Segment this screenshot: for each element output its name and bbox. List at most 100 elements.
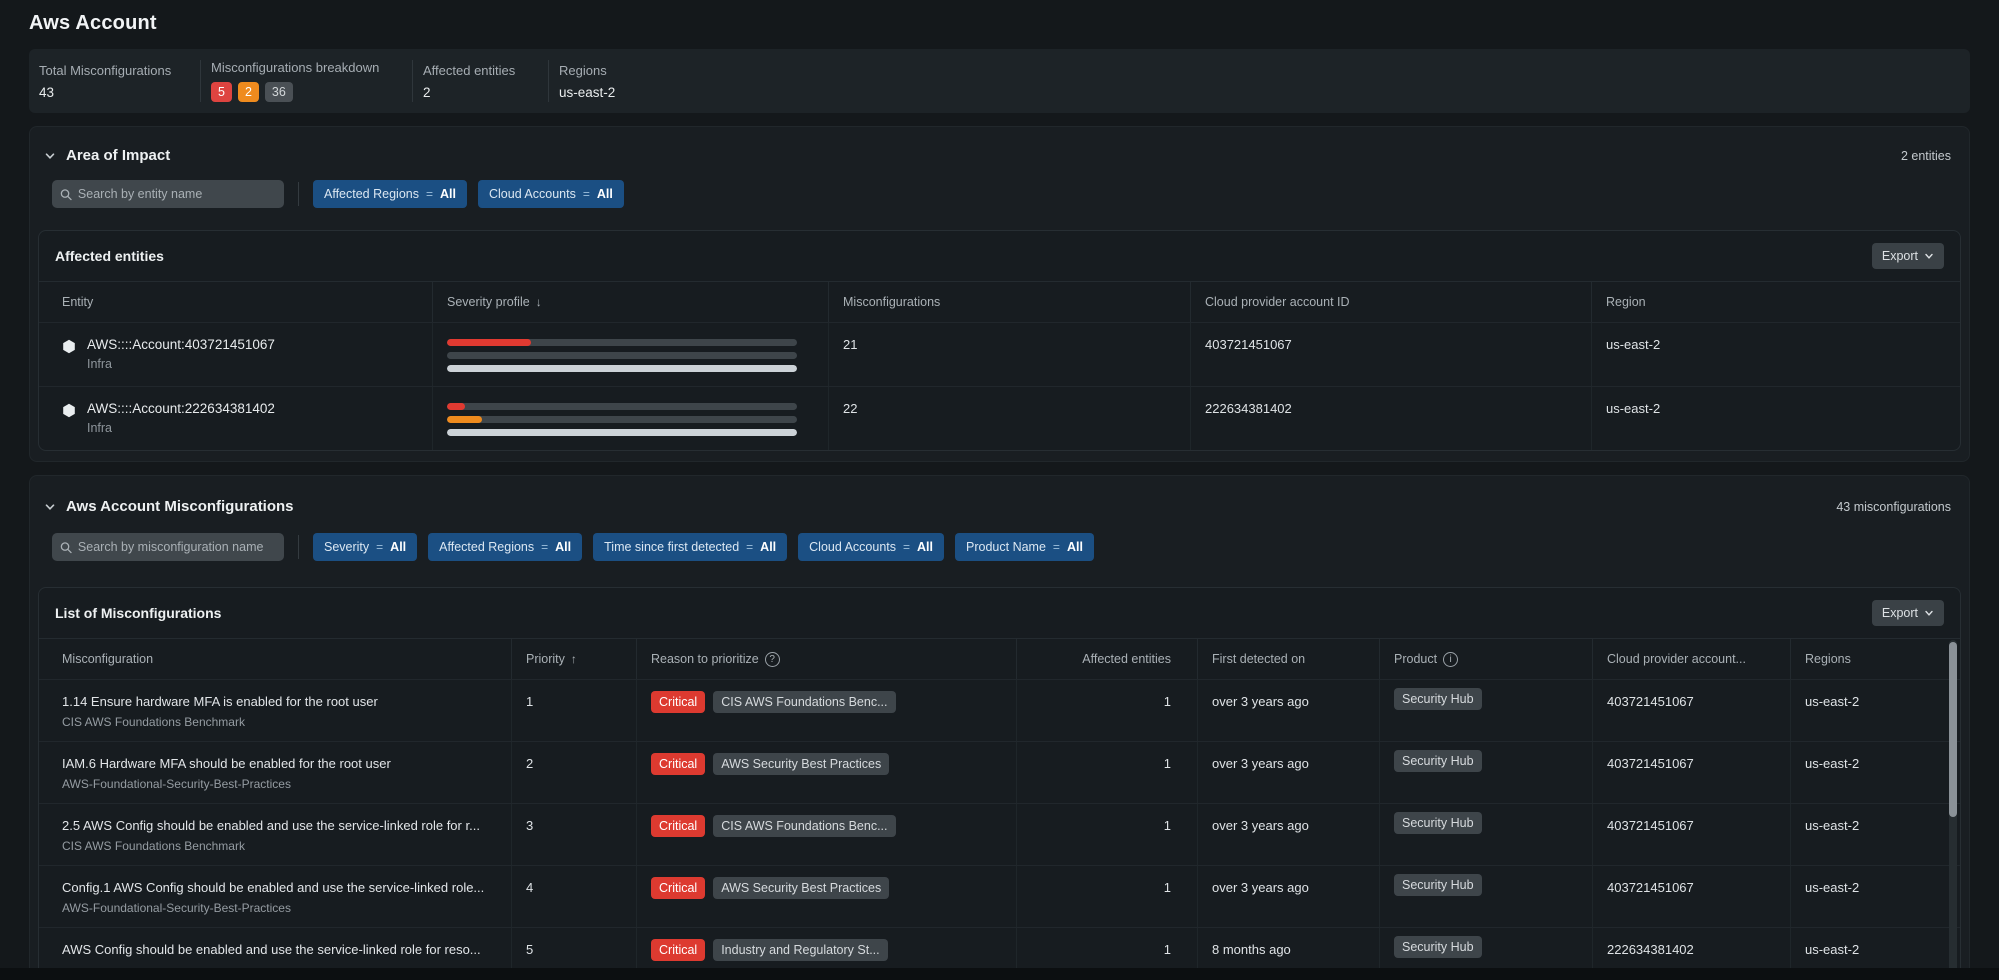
vertical-scrollbar-track bbox=[1949, 640, 1957, 980]
misconfiguration-row[interactable]: 2.5 AWS Config should be enabled and use… bbox=[39, 803, 1960, 865]
aws-account-icon bbox=[62, 339, 76, 357]
affected-entities-card-header: Affected entities Export bbox=[39, 231, 1960, 281]
framework-name: CIS AWS Foundations Benchmark bbox=[62, 715, 497, 729]
entity-cell: AWS::::Account:403721451067 Infra bbox=[39, 323, 432, 386]
entity-type: Infra bbox=[87, 357, 275, 371]
vertical-scrollbar-thumb[interactable] bbox=[1949, 642, 1957, 817]
first-detected-on: over 3 years ago bbox=[1197, 866, 1379, 927]
col-product[interactable]: Producti bbox=[1379, 639, 1592, 679]
filter-name: Cloud Accounts bbox=[809, 540, 896, 554]
product-cell: Security Hub bbox=[1379, 742, 1592, 803]
col-region[interactable]: Region bbox=[1591, 282, 1960, 322]
filter-operator: = bbox=[583, 187, 590, 201]
collapse-section-button[interactable] bbox=[42, 499, 58, 515]
cloud-provider-account-id: 403721451067 bbox=[1592, 742, 1790, 803]
help-icon[interactable]: ? bbox=[765, 652, 780, 667]
filter-pill[interactable]: Cloud Accounts = All bbox=[478, 180, 624, 208]
high-count-badge: 2 bbox=[238, 82, 259, 103]
col-reason-to-prioritize[interactable]: Reason to prioritize? bbox=[636, 639, 1016, 679]
product-cell: Security Hub bbox=[1379, 680, 1592, 741]
misconfiguration-row[interactable]: 1.14 Ensure hardware MFA is enabled for … bbox=[39, 679, 1960, 741]
filter-pills: Severity = All Affected Regions = All Ti… bbox=[313, 533, 1094, 561]
product-badge: Security Hub bbox=[1394, 688, 1482, 710]
filter-pill[interactable]: Cloud Accounts = All bbox=[798, 533, 944, 561]
entity-cell: AWS::::Account:222634381402 Infra bbox=[39, 387, 432, 450]
misconfiguration-name: AWS Config should be enabled and use the… bbox=[62, 942, 497, 957]
reason-badge: CIS AWS Foundations Benc... bbox=[713, 691, 895, 713]
affected-entities-count: 1 bbox=[1016, 866, 1197, 927]
other-count-badge: 36 bbox=[265, 82, 293, 103]
col-severity-profile[interactable]: Severity profile↓ bbox=[432, 282, 828, 322]
section-title: Aws Account Misconfigurations bbox=[66, 498, 294, 515]
col-misconfiguration[interactable]: Misconfiguration bbox=[39, 639, 511, 679]
search-icon bbox=[60, 188, 72, 201]
col-cloud-provider-account-id[interactable]: Cloud provider account ID bbox=[1190, 282, 1591, 322]
affected-entities-count: 1 bbox=[1016, 804, 1197, 865]
entity-name: AWS::::Account:403721451067 bbox=[87, 337, 275, 352]
misconfiguration-row[interactable]: IAM.6 Hardware MFA should be enabled for… bbox=[39, 741, 1960, 803]
filter-operator: = bbox=[376, 540, 383, 554]
affected-entities-table-body: AWS::::Account:403721451067 Infra 21 403… bbox=[39, 322, 1960, 450]
info-icon[interactable]: i bbox=[1443, 652, 1458, 667]
export-button[interactable]: Export bbox=[1872, 600, 1944, 626]
severity-bar-track bbox=[447, 365, 797, 372]
section-title: Area of Impact bbox=[66, 147, 170, 164]
first-detected-on: over 3 years ago bbox=[1197, 680, 1379, 741]
framework-name: AWS-Foundational-Security-Best-Practices bbox=[62, 777, 497, 791]
area-of-impact-filter-row: Affected Regions = All Cloud Accounts = … bbox=[38, 180, 1961, 208]
entity-search-input[interactable] bbox=[78, 187, 276, 201]
col-entity[interactable]: Entity bbox=[39, 282, 432, 322]
reason-cell: Critical AWS Security Best Practices bbox=[636, 742, 1016, 803]
chevron-down-icon bbox=[1924, 608, 1934, 618]
col-misconfigurations[interactable]: Misconfigurations bbox=[828, 282, 1190, 322]
card-title: Affected entities bbox=[55, 248, 164, 264]
col-priority[interactable]: Priority↑ bbox=[511, 639, 636, 679]
critical-count-badge: 5 bbox=[211, 82, 232, 103]
priority: 4 bbox=[511, 866, 636, 927]
filter-pill[interactable]: Severity = All bbox=[313, 533, 417, 561]
misconfiguration-row[interactable]: Config.1 AWS Config should be enabled an… bbox=[39, 865, 1960, 927]
filter-operator: = bbox=[903, 540, 910, 554]
divider bbox=[298, 535, 299, 559]
severity-bar-track bbox=[447, 429, 797, 436]
filter-pill[interactable]: Affected Regions = All bbox=[313, 180, 467, 208]
affected-entities-card: Affected entities Export Entity Severity… bbox=[38, 230, 1961, 451]
misconfiguration-name: IAM.6 Hardware MFA should be enabled for… bbox=[62, 756, 497, 771]
filter-pill[interactable]: Time since first detected = All bbox=[593, 533, 787, 561]
stat-label: Misconfigurations breakdown bbox=[211, 60, 412, 75]
severity-bar-fill bbox=[447, 416, 482, 423]
filter-pill[interactable]: Affected Regions = All bbox=[428, 533, 582, 561]
misconfiguration-name: Config.1 AWS Config should be enabled an… bbox=[62, 880, 497, 895]
first-detected-on: over 3 years ago bbox=[1197, 804, 1379, 865]
severity-bar-fill bbox=[447, 339, 531, 346]
cloud-provider-account-id: 222634381402 bbox=[1190, 387, 1591, 450]
export-button[interactable]: Export bbox=[1872, 243, 1944, 269]
framework-name: CIS AWS Foundations Benchmark bbox=[62, 839, 497, 853]
affected-entity-row[interactable]: AWS::::Account:403721451067 Infra 21 403… bbox=[39, 322, 1960, 386]
collapse-section-button[interactable] bbox=[42, 148, 58, 164]
severity-bar-fill bbox=[447, 403, 465, 410]
filter-name: Affected Regions bbox=[439, 540, 534, 554]
col-affected-entities[interactable]: Affected entities bbox=[1016, 639, 1197, 679]
filter-pill[interactable]: Product Name = All bbox=[955, 533, 1094, 561]
misconfigurations-panel: Aws Account Misconfigurations 43 misconf… bbox=[29, 475, 1970, 980]
misconfigurations-count-label: 43 misconfigurations bbox=[1836, 500, 1951, 514]
col-regions[interactable]: Regions bbox=[1790, 639, 1960, 679]
stat-total-misconfigurations: Total Misconfigurations 43 bbox=[29, 49, 200, 113]
severity-bar-fill bbox=[447, 365, 797, 372]
filter-operator: = bbox=[746, 540, 753, 554]
severity-bar-track bbox=[447, 339, 797, 346]
severity-bar-track bbox=[447, 352, 797, 359]
reason-badge: CIS AWS Foundations Benc... bbox=[713, 815, 895, 837]
product-cell: Security Hub bbox=[1379, 866, 1592, 927]
misconfiguration-search-input[interactable] bbox=[78, 540, 276, 554]
product-badge: Security Hub bbox=[1394, 750, 1482, 772]
affected-entities-count: 1 bbox=[1016, 680, 1197, 741]
area-of-impact-header: Area of Impact 2 entities bbox=[38, 147, 1961, 164]
chevron-down-icon bbox=[1924, 251, 1934, 261]
affected-entities-count: 1 bbox=[1016, 742, 1197, 803]
col-cloud-provider-account[interactable]: Cloud provider account... bbox=[1592, 639, 1790, 679]
filter-value: All bbox=[597, 187, 613, 201]
affected-entity-row[interactable]: AWS::::Account:222634381402 Infra 22 222… bbox=[39, 386, 1960, 450]
col-first-detected-on[interactable]: First detected on bbox=[1197, 639, 1379, 679]
